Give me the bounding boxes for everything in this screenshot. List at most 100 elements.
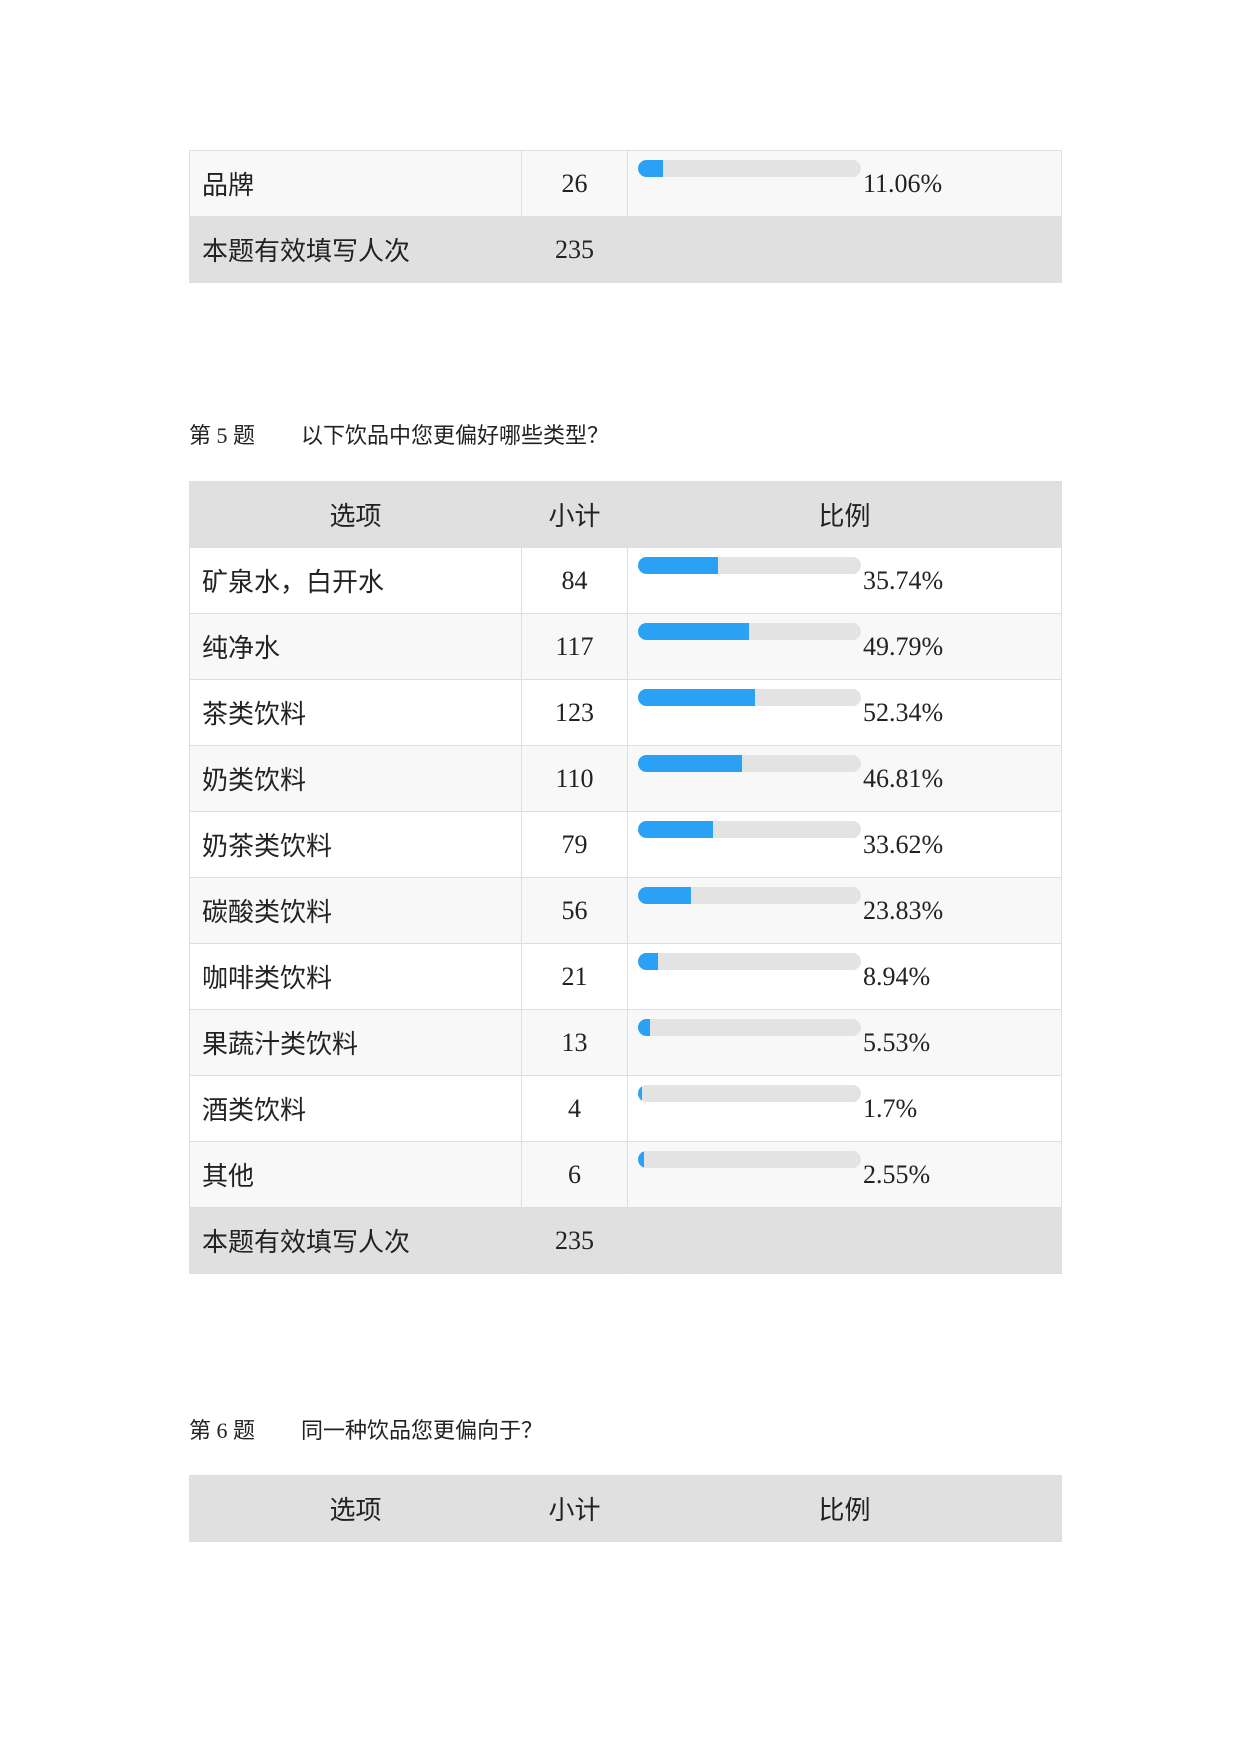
option-label: 奶茶类饮料 — [189, 811, 522, 878]
table-row: 奶茶类饮料 79 33.62% — [189, 811, 1062, 878]
percent-value: 5.53% — [863, 1028, 931, 1057]
percent-value: 35.74% — [863, 566, 944, 595]
progress-bar — [638, 755, 861, 772]
option-count: 84 — [521, 547, 628, 614]
percent-value: 2.55% — [863, 1160, 931, 1189]
option-label: 纯净水 — [189, 613, 522, 680]
option-count: 13 — [521, 1009, 628, 1076]
option-label: 碳酸类饮料 — [189, 877, 522, 944]
progress-fill — [638, 160, 663, 177]
header-percent: 比例 — [627, 1475, 1062, 1542]
header-count: 小计 — [521, 481, 628, 548]
table-row: 其他 6 2.55% — [189, 1141, 1062, 1208]
progress-fill — [638, 557, 718, 574]
option-count: 79 — [521, 811, 628, 878]
option-label: 酒类饮料 — [189, 1075, 522, 1142]
option-label: 矿泉水，白开水 — [189, 547, 522, 614]
total-count: 235 — [521, 1207, 628, 1274]
table-row: 纯净水 117 49.79% — [189, 613, 1062, 680]
option-count: 123 — [521, 679, 628, 746]
percent-value: 33.62% — [863, 830, 944, 859]
total-empty — [627, 216, 1062, 283]
table-row: 酒类饮料 4 1.7% — [189, 1075, 1062, 1142]
total-label: 本题有效填写人次 — [189, 1207, 522, 1274]
results-table-top: 品牌 26 11.06% 本题有效填写人次 235 — [189, 150, 1062, 283]
progress-bar — [638, 1085, 861, 1102]
option-count: 4 — [521, 1075, 628, 1142]
option-label: 咖啡类饮料 — [189, 943, 522, 1010]
progress-fill — [638, 953, 658, 970]
progress-bar — [638, 623, 861, 640]
total-empty — [627, 1207, 1062, 1274]
total-row: 本题有效填写人次 235 — [189, 216, 1062, 283]
progress-bar — [638, 557, 861, 574]
option-label: 奶类饮料 — [189, 745, 522, 812]
total-count: 235 — [521, 216, 628, 283]
progress-fill — [638, 1019, 651, 1036]
table-header: 选项 小计 比例 — [189, 1475, 1062, 1542]
header-option: 选项 — [189, 1475, 522, 1542]
percent-value: 23.83% — [863, 896, 944, 925]
progress-bar — [638, 1151, 861, 1168]
percent-cell: 5.53% — [627, 1009, 1062, 1076]
progress-bar — [638, 887, 861, 904]
percent-value: 52.34% — [863, 698, 944, 727]
percent-cell: 23.83% — [627, 877, 1062, 944]
percent-cell: 49.79% — [627, 613, 1062, 680]
option-count: 117 — [521, 613, 628, 680]
percent-cell: 35.74% — [627, 547, 1062, 614]
progress-bar — [638, 821, 861, 838]
table-row: 品牌 26 11.06% — [189, 150, 1062, 217]
results-table-q5: 选项 小计 比例 矿泉水，白开水 84 35.74% 纯净水 117 49.79% 茶类饮料… — [189, 481, 1062, 1274]
option-count: 26 — [521, 150, 628, 217]
percent-cell: 33.62% — [627, 811, 1062, 878]
percent-value: 8.94% — [863, 962, 931, 991]
percent-cell: 2.55% — [627, 1141, 1062, 1208]
option-count: 21 — [521, 943, 628, 1010]
option-count: 56 — [521, 877, 628, 944]
total-label: 本题有效填写人次 — [189, 216, 522, 283]
question-text: 以下饮品中您更偏好哪些类型？ — [301, 423, 610, 448]
question-5-title: 第 5 题 以下饮品中您更偏好哪些类型？ — [189, 418, 609, 450]
table-header: 选项 小计 比例 — [189, 481, 1062, 548]
percent-value: 49.79% — [863, 632, 944, 661]
header-percent: 比例 — [627, 481, 1062, 548]
progress-bar — [638, 689, 861, 706]
option-label: 茶类饮料 — [189, 679, 522, 746]
option-count: 6 — [521, 1141, 628, 1208]
progress-fill — [638, 623, 750, 640]
progress-bar — [638, 160, 861, 177]
header-count: 小计 — [521, 1475, 628, 1542]
table-row: 茶类饮料 123 52.34% — [189, 679, 1062, 746]
percent-cell: 46.81% — [627, 745, 1062, 812]
option-label: 果蔬汁类饮料 — [189, 1009, 522, 1076]
question-6-title: 第 6 题 同一种饮品您更偏向于？ — [189, 1413, 543, 1445]
option-count: 110 — [521, 745, 628, 812]
progress-bar — [638, 953, 861, 970]
progress-fill — [638, 1085, 642, 1102]
percent-cell: 1.7% — [627, 1075, 1062, 1142]
progress-fill — [638, 689, 755, 706]
progress-fill — [638, 755, 743, 772]
percent-cell: 11.06% — [627, 150, 1062, 217]
table-row: 矿泉水，白开水 84 35.74% — [189, 547, 1062, 614]
total-row: 本题有效填写人次 235 — [189, 1207, 1062, 1274]
question-number: 第 5 题 — [189, 423, 256, 448]
question-text: 同一种饮品您更偏向于？ — [301, 1418, 544, 1443]
percent-value: 1.7% — [863, 1094, 918, 1123]
option-label: 其他 — [189, 1141, 522, 1208]
table-row: 咖啡类饮料 21 8.94% — [189, 943, 1062, 1010]
progress-fill — [638, 887, 692, 904]
percent-value: 11.06% — [863, 169, 943, 198]
progress-fill — [638, 1151, 644, 1168]
question-number: 第 6 题 — [189, 1418, 256, 1443]
percent-value: 46.81% — [863, 764, 944, 793]
percent-cell: 52.34% — [627, 679, 1062, 746]
option-label: 品牌 — [189, 150, 522, 217]
header-option: 选项 — [189, 481, 522, 548]
results-table-q6: 选项 小计 比例 — [189, 1475, 1062, 1542]
progress-fill — [638, 821, 713, 838]
progress-bar — [638, 1019, 861, 1036]
table-row: 奶类饮料 110 46.81% — [189, 745, 1062, 812]
percent-cell: 8.94% — [627, 943, 1062, 1010]
